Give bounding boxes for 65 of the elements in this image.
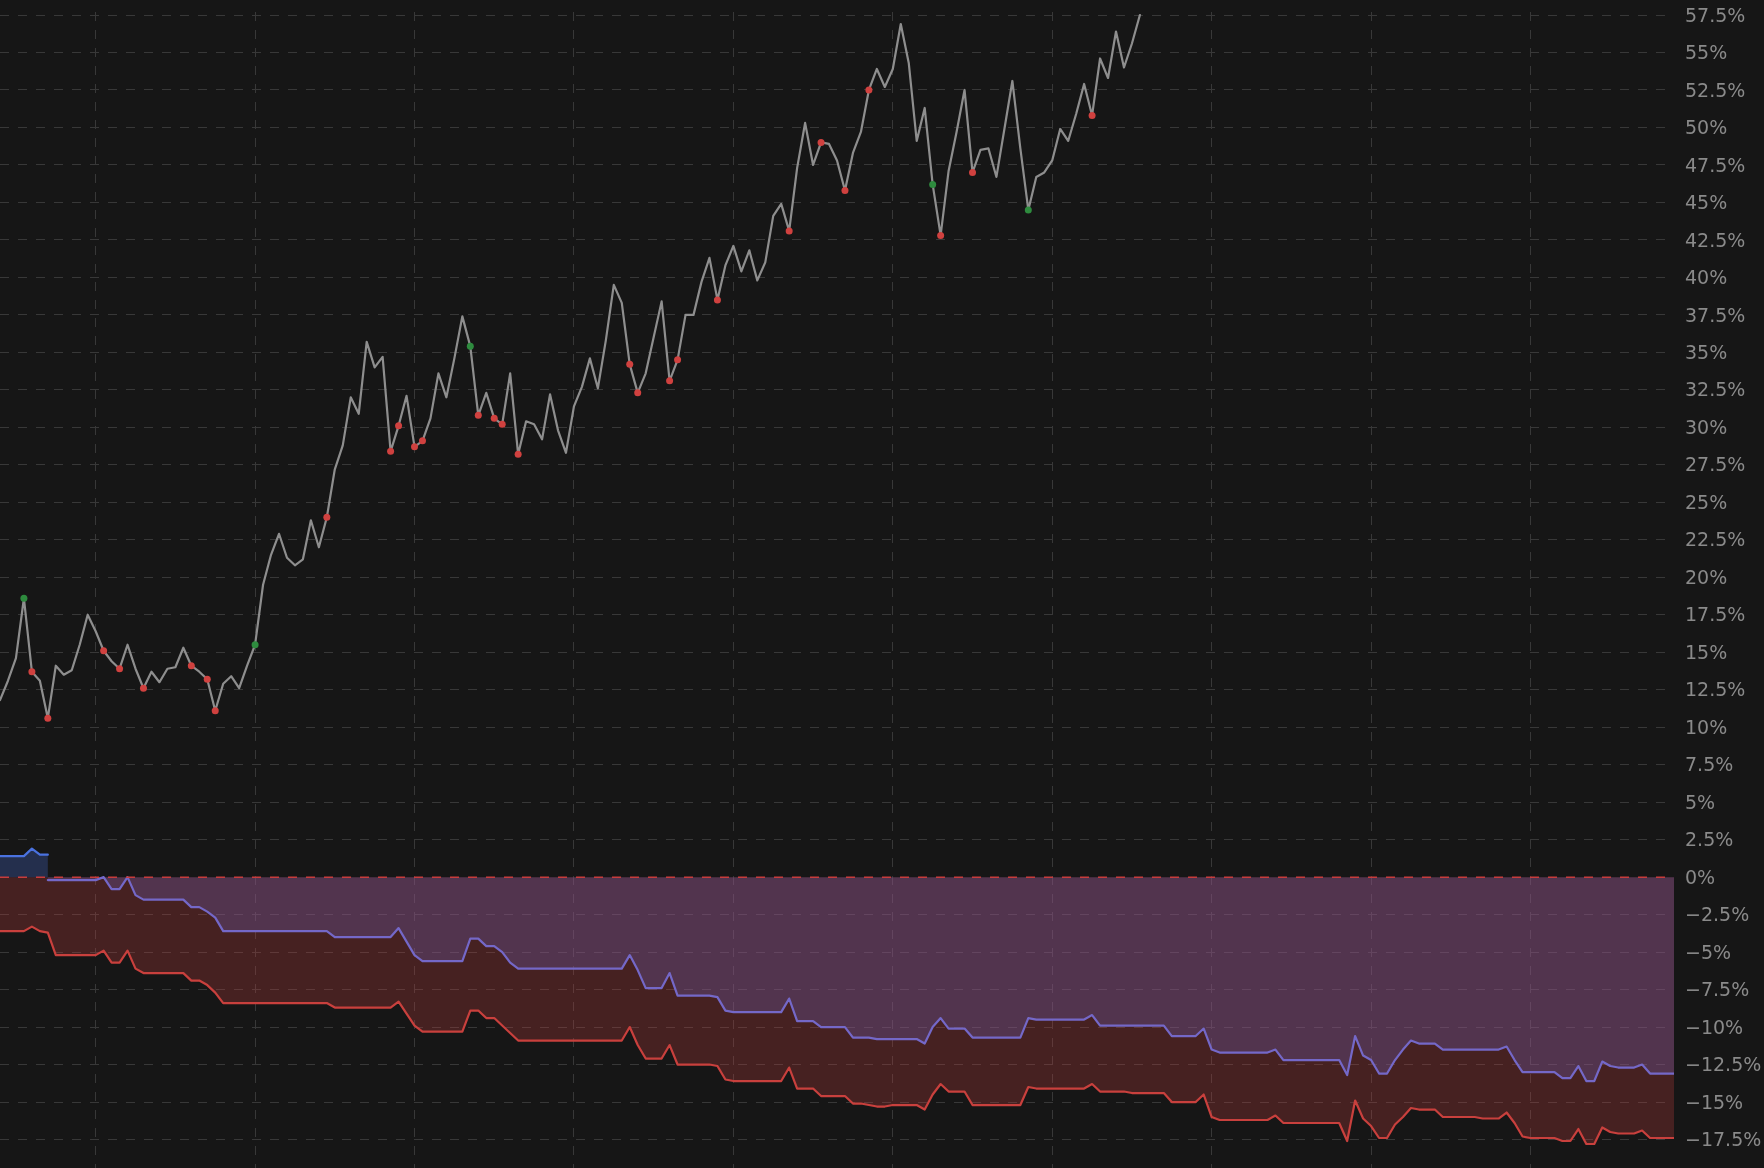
y-tick-label: −12.5% (1685, 1053, 1762, 1076)
point (713, 296, 721, 304)
y-tick-label: 55% (1685, 41, 1728, 64)
point (817, 138, 825, 146)
point (466, 342, 474, 350)
point (116, 665, 124, 673)
point (387, 447, 395, 455)
point (785, 227, 793, 235)
point (211, 707, 219, 715)
y-tick-label: 47.5% (1685, 153, 1746, 176)
y-tick-label: 10% (1685, 715, 1728, 738)
point (139, 684, 147, 692)
point (203, 675, 211, 683)
point (187, 662, 195, 670)
y-tick-label: 42.5% (1685, 228, 1746, 251)
point (395, 422, 403, 430)
point (323, 513, 331, 521)
point (634, 389, 642, 397)
point (865, 86, 873, 94)
y-tick-label: 15% (1685, 640, 1728, 663)
y-tick-label: 32.5% (1685, 378, 1746, 401)
point (418, 437, 426, 445)
y-tick-label: 52.5% (1685, 78, 1746, 101)
point (411, 443, 419, 451)
point (20, 594, 28, 602)
y-tick-label: 22.5% (1685, 528, 1746, 551)
point (1024, 206, 1032, 214)
y-tick-label: 2.5% (1685, 828, 1734, 851)
y-tick-label: 12.5% (1685, 678, 1746, 701)
point (1088, 111, 1096, 119)
point (841, 186, 849, 194)
y-tick-label: 27.5% (1685, 453, 1746, 476)
y-tick-label: 40% (1685, 266, 1728, 289)
y-tick-label: 17.5% (1685, 603, 1746, 626)
point (100, 647, 108, 655)
point (498, 420, 506, 428)
y-tick-label: 20% (1685, 565, 1728, 588)
y-tick-label: −5% (1685, 940, 1732, 963)
y-tick-label: −17.5% (1685, 1128, 1762, 1151)
y-tick-label: 5% (1685, 790, 1716, 813)
point (28, 668, 36, 676)
y-tick-label: 30% (1685, 415, 1728, 438)
point (674, 356, 682, 364)
point (626, 360, 634, 368)
y-tick-label: −15% (1685, 1090, 1744, 1113)
y-tick-label: 50% (1685, 116, 1728, 139)
point (666, 377, 674, 385)
point (251, 641, 259, 649)
point (937, 231, 945, 239)
point (969, 168, 977, 176)
y-tick-label: 35% (1685, 341, 1728, 363)
point (929, 180, 937, 188)
y-tick-label: −10% (1685, 1015, 1744, 1038)
y-tick-label: 0% (1685, 865, 1716, 888)
point (490, 414, 498, 422)
y-tick-label: 37.5% (1685, 303, 1746, 326)
y-tick-label: −2.5% (1685, 903, 1750, 926)
point (514, 450, 522, 458)
y-tick-label: 7.5% (1685, 753, 1734, 776)
y-tick-label: −7.5% (1685, 978, 1750, 1001)
y-tick-label: 25% (1685, 490, 1728, 513)
point (474, 411, 482, 419)
y-tick-label: 57.5% (1685, 3, 1746, 26)
y-tick-label: 45% (1685, 191, 1728, 214)
point (44, 714, 52, 722)
